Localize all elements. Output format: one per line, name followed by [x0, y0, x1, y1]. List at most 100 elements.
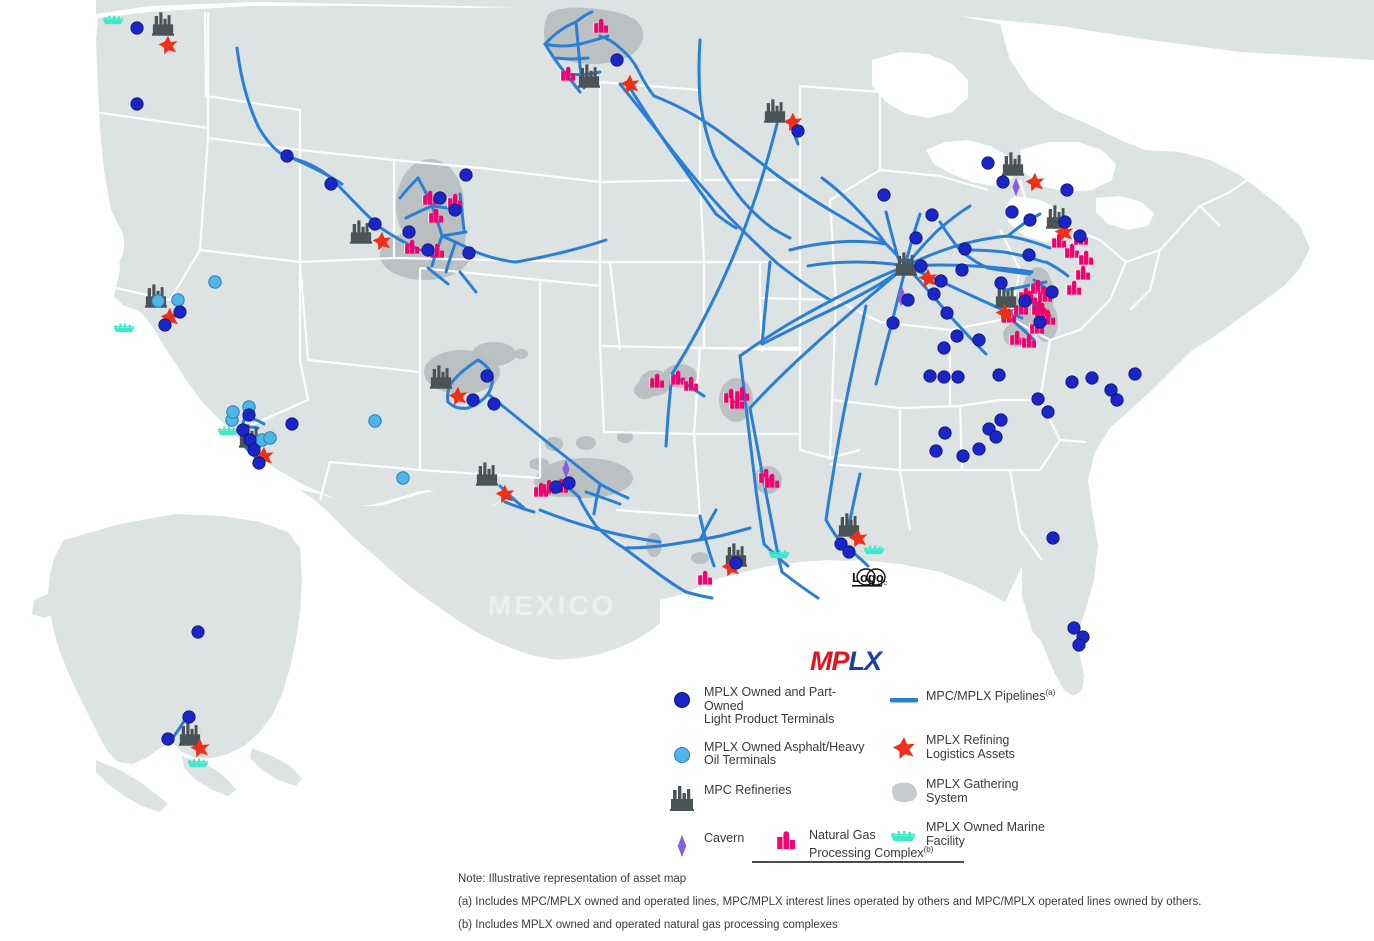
light-product-terminal-marker: [182, 710, 196, 724]
legend-line-1: MPLX Refining: [926, 733, 1010, 747]
light-product-terminal-marker: [1022, 248, 1036, 262]
legend-item-marine-facility[interactable]: MPLX Owned Marine Facility: [882, 820, 1082, 850]
light-product-terminal-marker: [834, 537, 848, 551]
light-product-terminal-marker: [549, 480, 563, 494]
legend-column-left: MPLX Owned and Part-Owned Light Product …: [660, 685, 875, 870]
legend-item-asphalt-terminals[interactable]: MPLX Owned Asphalt/Heavy Oil Terminals: [660, 740, 875, 770]
light-product-terminal-marker: [1065, 375, 1079, 389]
light-product-terminal-marker: [923, 369, 937, 383]
light-product-terminal-marker: [956, 449, 970, 463]
light-product-terminal-marker: [1060, 183, 1074, 197]
legend-item-light-product-terminals[interactable]: MPLX Owned and Part-Owned Light Product …: [660, 685, 875, 727]
light-product-terminal-marker: [433, 191, 447, 205]
light-product-terminal-marker: [402, 225, 416, 239]
legend-label-refineries: MPC Refineries: [704, 783, 792, 798]
footnotes: Note: Illustrative representation of ass…: [458, 872, 1318, 941]
gas-processing-icon: [765, 828, 809, 858]
light-product-terminal-marker: [610, 53, 624, 67]
note-illustrative: Note: Illustrative representation of ass…: [458, 873, 687, 885]
light-product-terminal-marker: [487, 397, 501, 411]
light-product-terminal-marker: [1023, 213, 1037, 227]
legend-label-refining-logistics: MPLX Refining Logistics Assets: [926, 733, 1015, 761]
light-product-terminal-marker: [480, 369, 494, 383]
footnote-marker-a: (a): [1045, 688, 1056, 697]
asphalt-terminal-marker: [226, 405, 240, 419]
light-product-terminal-marker: [1005, 205, 1019, 219]
light-product-terminal-marker: [421, 243, 435, 257]
light-product-terminal-marker: [842, 545, 856, 559]
light-product-terminal-marker: [729, 556, 743, 570]
refinery-icon: [660, 783, 704, 813]
asphalt-terminal-marker: [171, 293, 185, 307]
legend-label-cavern: Cavern: [704, 831, 744, 846]
light-product-terminal-marker: [368, 217, 382, 231]
light-product-terminal-marker: [981, 156, 995, 170]
legend-item-cavern[interactable]: Cavern: [660, 831, 875, 861]
legend-line-1: MPLX Gathering: [926, 777, 1019, 791]
light-product-terminal-marker: [1031, 392, 1045, 406]
note-a: (a) Includes MPC/MPLX owned and operated…: [458, 896, 1202, 908]
light-product-terminal-marker: [940, 306, 954, 320]
light-product-terminal-marker: [914, 259, 928, 273]
light-product-terminal-marker: [130, 21, 144, 35]
asphalt-terminal-marker: [263, 431, 277, 445]
light-product-terminal-marker: [994, 413, 1008, 427]
light-product-terminal-marker: [285, 417, 299, 431]
star-icon: [882, 733, 926, 763]
logo-lx-text: LX: [848, 646, 883, 676]
filled-circle-light-blue-icon: [660, 740, 704, 770]
legend-line-1: MPLX Owned Asphalt/Heavy: [704, 739, 865, 754]
light-product-terminal-marker: [958, 242, 972, 256]
light-product-terminal-marker: [1046, 531, 1060, 545]
light-product-terminal-marker: [247, 443, 261, 457]
legend-item-pipelines[interactable]: MPC/MPLX Pipelines(a): [882, 685, 1082, 715]
light-product-terminal-marker: [173, 305, 187, 319]
asphalt-terminal-marker: [368, 414, 382, 428]
asset-markers: [102, 12, 1142, 768]
map-legend: MPLX Owned and Part-Owned Light Product …: [660, 645, 1080, 870]
asphalt-terminal-marker: [208, 275, 222, 289]
legend-label-marine-facility: MPLX Owned Marine Facility: [926, 820, 1045, 848]
light-product-terminal-marker: [989, 430, 1003, 444]
gathering-blob-icon: [882, 777, 926, 807]
cavern-diamond-icon: [660, 831, 704, 861]
legend-line-2: Oil Terminals: [704, 753, 777, 767]
light-product-terminal-marker: [242, 408, 256, 422]
light-product-terminal-marker: [1072, 638, 1086, 652]
legend-line-1: MPC/MPLX Pipelines: [926, 689, 1046, 704]
light-product-terminal-marker: [955, 263, 969, 277]
mplx-logo: MPLX: [810, 646, 883, 676]
light-product-terminal-marker: [937, 370, 951, 384]
legend-item-gas-processing[interactable]: Natural Gas Processing Complex(b): [765, 828, 1025, 860]
legend-line-2: Facility: [926, 833, 965, 848]
light-product-terminal-marker: [324, 177, 338, 191]
legend-line-1: MPLX Owned Marine: [926, 820, 1045, 834]
light-product-terminal-marker: [130, 97, 144, 111]
light-product-terminal-marker: [1045, 285, 1059, 299]
light-product-terminal-marker: [994, 276, 1008, 290]
light-product-terminal-marker: [1110, 393, 1124, 407]
light-product-terminal-marker: [191, 625, 205, 639]
legend-item-gathering-system[interactable]: MPLX Gathering System: [882, 777, 1082, 807]
legend-line-1: MPC Refineries: [704, 782, 792, 797]
light-product-terminal-marker: [886, 316, 900, 330]
svg-text:Logo: Logo: [852, 570, 884, 585]
legend-item-refining-logistics[interactable]: MPLX Refining Logistics Assets: [882, 733, 1082, 763]
light-product-terminal-marker: [950, 329, 964, 343]
legend-line-1: Cavern: [704, 830, 745, 845]
light-product-terminal-marker: [929, 444, 943, 458]
legend-item-refineries[interactable]: MPC Refineries: [660, 783, 875, 813]
light-product-terminal-marker: [937, 341, 951, 355]
footnote-marker-b: (b): [923, 844, 934, 854]
light-product-terminal-marker: [927, 287, 941, 301]
legend-line-2: Light Product Terminals: [704, 712, 835, 726]
legend-label-asphalt-terminals: MPLX Owned Asphalt/Heavy Oil Terminals: [704, 740, 865, 768]
light-product-terminal-marker: [466, 393, 480, 407]
light-product-terminal-marker: [1058, 215, 1072, 229]
svg-text:LLC: LLC: [878, 581, 888, 587]
legend-line-2: Logistics Assets: [926, 746, 1015, 761]
light-product-terminal-marker: [280, 149, 294, 163]
legend-line-1: MPLX Owned and Part-Owned: [704, 685, 837, 713]
note-b: (b) Includes MPLX owned and operated nat…: [458, 919, 838, 931]
